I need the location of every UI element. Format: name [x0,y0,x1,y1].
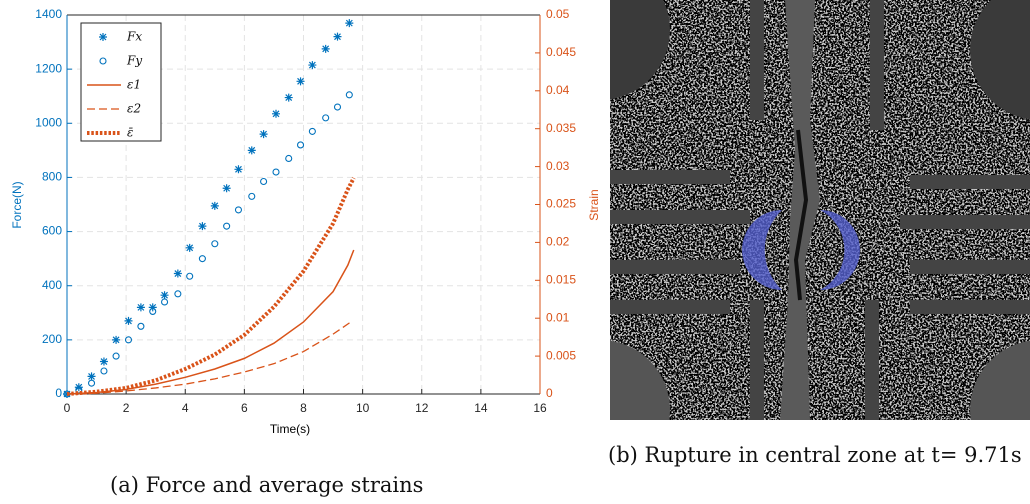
x-tick-label: 16 [533,401,547,415]
point [87,372,96,381]
point [185,243,194,252]
point [259,130,268,139]
y-tick-label: 800 [42,170,62,184]
point [137,322,145,330]
x-tick-label: 6 [241,401,248,415]
legend-box [80,22,162,142]
point [149,307,157,315]
point [296,141,305,149]
y2-tick-label: 0.05 [546,7,570,21]
y2-axis-label: Strain [587,189,600,220]
point [136,303,145,312]
y-tick-label: 400 [42,278,62,292]
point [285,154,293,163]
point [333,32,342,41]
chart: Time(s) Force(N) Strain 0 2 4 6 8 10 12 14 16020… [10,7,600,436]
point [260,177,268,186]
point [100,367,108,375]
point [198,255,206,263]
y-axis-label: Force(N) [10,181,24,228]
x-tick-label: 4 [182,401,189,415]
point [345,91,353,99]
point [272,168,280,176]
point [87,379,96,387]
point [322,114,330,122]
y-tick-label: 0 [55,386,62,400]
point [234,206,243,214]
point [321,44,330,53]
x-tick-label: 14 [474,401,488,415]
point [345,19,354,28]
y2-tick-label: 0.04 [546,83,570,97]
caption-b: (b) Rupture in central zone at t= 9.71s [608,443,1022,467]
point [161,298,169,306]
y2-tick-label: 0.025 [546,197,576,211]
point [222,184,231,193]
y-tick-label: 1200 [35,61,62,75]
x-tick-label: 10 [356,401,370,415]
point [99,357,108,366]
point [99,33,107,41]
point [210,201,219,210]
y2-tick-label: 0.035 [546,121,576,135]
y2-tick-label: 0.03 [546,159,570,173]
point [112,335,121,344]
point [308,127,316,135]
y2-tick-label: 0.02 [546,235,570,249]
line [66,177,356,396]
x-tick-label: 0 [64,401,71,415]
line [66,249,355,395]
point [112,352,120,360]
point [198,222,207,231]
point [272,109,281,118]
point [148,303,157,312]
y2-tick-label: 0 [546,386,553,400]
caption-a: (a) Force and average strains [110,473,424,497]
point [211,240,219,248]
point [333,103,342,111]
y-tick-label: 200 [42,332,62,346]
point [296,77,305,86]
x-tick-label: 8 [300,401,307,415]
x-axis-label: Time(s) [270,422,310,436]
point [248,192,256,200]
point [160,291,169,300]
x-tick-label: 2 [123,401,130,415]
point [308,61,317,70]
point [234,165,243,174]
y2-tick-label: 0.015 [546,272,576,286]
point [247,146,256,155]
y-tick-label: 600 [42,224,62,238]
y2-tick-label: 0.01 [546,310,570,324]
y2-tick-label: 0.045 [546,45,576,59]
point [124,316,133,325]
y-tick-label: 1400 [35,7,62,21]
point [186,272,194,280]
legend-label: ε2 [127,102,141,116]
y2-tick-label: 0.005 [546,348,576,362]
legend-label: ε̄ [127,126,133,140]
point [173,269,182,278]
legend: Fx Fy ε1 ε2 ε̄ [80,22,162,142]
legend-label: Fx [126,30,142,44]
point [284,93,293,102]
point [174,290,182,298]
legend-label: Fy [126,54,142,68]
legend-label: ε1 [127,78,141,92]
point [223,222,231,230]
x-tick-label: 12 [415,401,429,415]
point [124,336,133,344]
line [66,321,352,395]
rupture-photo [610,0,1030,420]
point [99,57,107,65]
y-tick-label: 1000 [35,115,62,129]
